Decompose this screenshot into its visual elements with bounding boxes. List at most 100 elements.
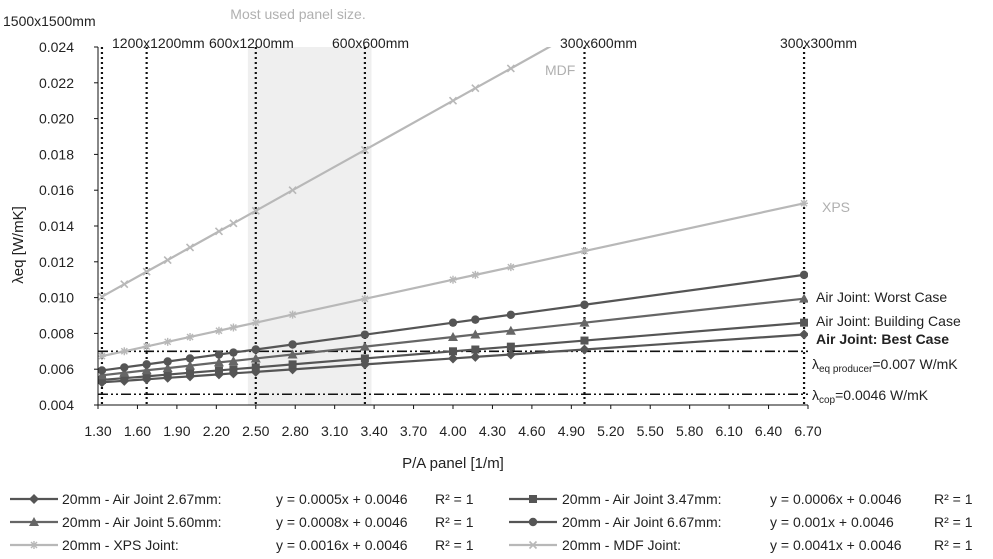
x-tick-label: 3.10 bbox=[321, 423, 348, 439]
point-marker bbox=[251, 363, 260, 372]
x-tick-label: 5.80 bbox=[676, 423, 703, 439]
y-tick-label: 0.008 bbox=[39, 325, 74, 341]
x-tick-label: 3.70 bbox=[400, 423, 427, 439]
y-tick-label: 0.020 bbox=[39, 111, 74, 127]
point-marker bbox=[228, 355, 239, 365]
xps-annotation: XPS bbox=[822, 199, 850, 215]
point-marker bbox=[471, 84, 480, 93]
legend-series-name: 20mm - XPS Joint: bbox=[62, 537, 179, 553]
point-marker bbox=[251, 318, 260, 327]
y-axis-title: λeq [W/mK] bbox=[10, 206, 27, 284]
point-marker bbox=[799, 329, 808, 340]
point-marker bbox=[251, 345, 260, 354]
x-axis-title: P/A panel [1/m] bbox=[402, 455, 504, 472]
y-tick-label: 0.016 bbox=[39, 182, 74, 198]
point-marker bbox=[141, 365, 152, 375]
legend-swatch bbox=[509, 540, 557, 550]
size-label-300x300: 300x300mm bbox=[780, 35, 857, 51]
legend-series-name: 20mm - Air Joint 3.47mm: bbox=[562, 491, 722, 507]
point-marker bbox=[98, 352, 106, 361]
legend-series-name: 20mm - Air Joint 5.60mm: bbox=[62, 514, 222, 530]
point-marker bbox=[505, 349, 516, 360]
point-marker bbox=[799, 270, 808, 280]
point-marker bbox=[250, 353, 261, 363]
reference-line-label: λeq producer=0.007 W/mK bbox=[812, 356, 958, 375]
point-marker bbox=[288, 340, 297, 349]
reference-subscript: cop bbox=[819, 395, 836, 406]
point-marker bbox=[506, 263, 515, 272]
point-marker bbox=[229, 348, 238, 357]
point-marker bbox=[360, 145, 369, 154]
point-marker bbox=[448, 353, 458, 364]
point-marker bbox=[448, 331, 458, 341]
legend-swatch bbox=[10, 541, 58, 549]
point-marker bbox=[580, 247, 589, 256]
point-marker bbox=[506, 310, 516, 319]
x-tick-label: 5.50 bbox=[637, 423, 664, 439]
x-tick-label: 4.30 bbox=[479, 423, 506, 439]
axes-layer: 1.30 1.60 1.90 2.20 2.50 2.80 3.10 3.40 3.70 4.00… bbox=[10, 39, 822, 472]
point-marker bbox=[214, 366, 223, 375]
point-marker bbox=[471, 345, 480, 354]
size-label-600x1200: 600x1200mm bbox=[209, 35, 294, 51]
y-tick-label: 0.004 bbox=[39, 397, 74, 413]
point-marker bbox=[214, 227, 224, 236]
legend-swatch bbox=[509, 495, 557, 503]
x-tick-label: 4.00 bbox=[439, 423, 466, 439]
point-marker bbox=[579, 344, 590, 355]
point-marker bbox=[120, 347, 129, 356]
x-tick-label: 1.90 bbox=[163, 423, 190, 439]
reference-subscript: eq producer bbox=[819, 364, 873, 375]
point-marker bbox=[581, 24, 588, 31]
point-marker bbox=[287, 349, 298, 359]
point-marker bbox=[162, 363, 173, 373]
worst-case-annotation: Air Joint: Worst Case bbox=[816, 289, 947, 305]
point-marker bbox=[471, 270, 480, 279]
reference-symbol: λ bbox=[812, 356, 819, 372]
point-marker bbox=[229, 365, 238, 374]
point-marker bbox=[800, 318, 808, 327]
legend-series-name: 20mm - Air Joint 6.67mm: bbox=[562, 514, 722, 530]
point-marker bbox=[251, 206, 260, 215]
legend-series-name: 20mm - Air Joint 2.67mm: bbox=[62, 491, 222, 507]
point-marker bbox=[98, 292, 107, 301]
x-tick-label: 5.20 bbox=[597, 423, 624, 439]
size-label-1500: 1500x1500mm bbox=[3, 13, 96, 29]
point-marker bbox=[120, 280, 129, 289]
point-marker bbox=[142, 372, 151, 381]
point-marker bbox=[360, 330, 370, 339]
size-label-300x600: 300x600mm bbox=[560, 35, 637, 51]
point-marker bbox=[163, 337, 172, 346]
legend-r2: R² = 1 bbox=[435, 491, 474, 507]
reference-symbol: λ bbox=[812, 387, 819, 403]
x-tick-label: 1.30 bbox=[84, 423, 111, 439]
legend-r2: R² = 1 bbox=[934, 491, 973, 507]
point-marker bbox=[186, 368, 195, 377]
point-marker bbox=[580, 336, 589, 345]
shaded-region bbox=[247, 47, 372, 405]
point-marker bbox=[98, 370, 107, 380]
x-tick-label: 1.60 bbox=[124, 423, 151, 439]
point-marker bbox=[98, 366, 107, 375]
point-marker bbox=[360, 354, 369, 363]
point-marker bbox=[163, 370, 172, 379]
point-marker bbox=[229, 323, 238, 332]
point-marker bbox=[470, 329, 481, 339]
y-tick-label: 0.006 bbox=[39, 361, 74, 377]
point-marker bbox=[506, 64, 515, 73]
point-marker bbox=[529, 495, 537, 503]
building-case-annotation: Air Joint: Building Case bbox=[816, 313, 961, 329]
point-marker bbox=[29, 517, 39, 526]
x-tick-label: 2.50 bbox=[242, 423, 269, 439]
series-5 bbox=[98, 24, 588, 301]
point-marker bbox=[800, 199, 808, 208]
point-marker bbox=[288, 360, 297, 369]
mdf-annotation: MDF bbox=[545, 62, 575, 78]
series-2 bbox=[98, 293, 808, 380]
legend-equation: y = 0.0005x + 0.0046 bbox=[276, 491, 408, 507]
series-layer bbox=[98, 24, 808, 388]
x-tick-label: 2.80 bbox=[282, 423, 309, 439]
shaded-region-label: Most used panel size. bbox=[230, 6, 365, 22]
y-tick-label: 0.010 bbox=[39, 290, 74, 306]
point-marker bbox=[29, 494, 39, 504]
